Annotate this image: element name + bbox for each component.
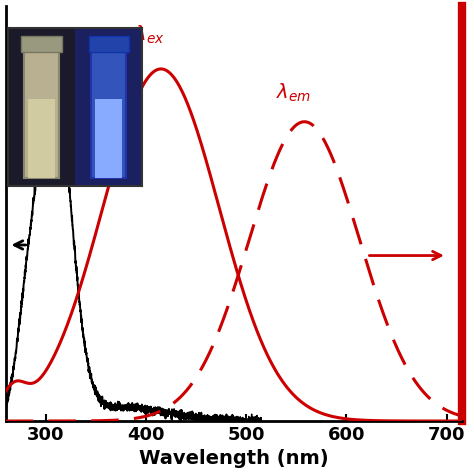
Text: $\lambda_{em}$: $\lambda_{em}$ [276, 82, 311, 104]
X-axis label: Wavelength (nm): Wavelength (nm) [139, 449, 328, 468]
Text: $\lambda_{ex}$: $\lambda_{ex}$ [134, 24, 165, 46]
